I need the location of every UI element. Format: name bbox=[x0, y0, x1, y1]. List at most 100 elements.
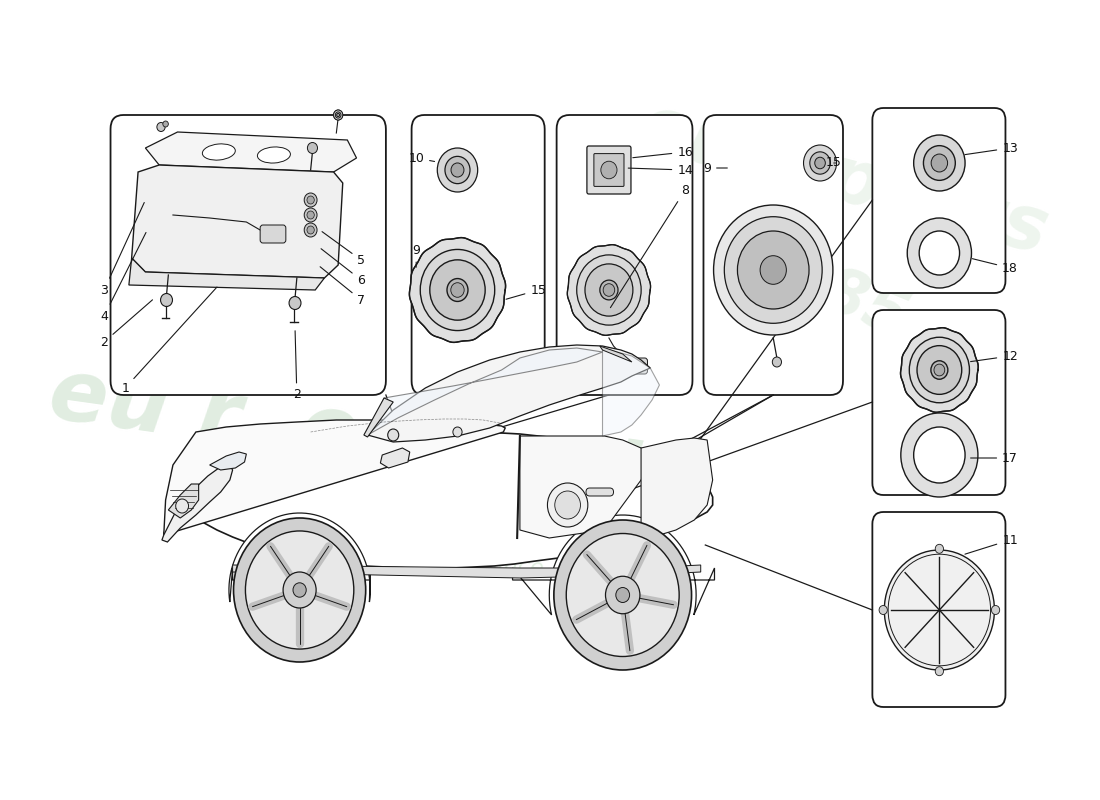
Circle shape bbox=[420, 250, 495, 330]
Polygon shape bbox=[520, 436, 650, 538]
Circle shape bbox=[935, 666, 944, 676]
Polygon shape bbox=[367, 348, 603, 435]
Circle shape bbox=[451, 163, 464, 177]
Text: 15: 15 bbox=[506, 283, 547, 299]
Text: 12: 12 bbox=[970, 350, 1018, 362]
Circle shape bbox=[910, 338, 969, 402]
Circle shape bbox=[451, 282, 464, 298]
Text: 5: 5 bbox=[322, 232, 365, 266]
Circle shape bbox=[333, 110, 343, 120]
Circle shape bbox=[453, 427, 462, 437]
FancyBboxPatch shape bbox=[872, 108, 1005, 293]
Circle shape bbox=[245, 531, 354, 649]
Text: 9: 9 bbox=[412, 243, 420, 267]
Circle shape bbox=[931, 361, 948, 379]
Text: europarts: europarts bbox=[629, 90, 1056, 270]
Circle shape bbox=[161, 294, 173, 306]
FancyBboxPatch shape bbox=[110, 115, 386, 395]
Polygon shape bbox=[513, 515, 715, 615]
Text: 16: 16 bbox=[632, 146, 693, 158]
Text: 15: 15 bbox=[826, 157, 842, 170]
Polygon shape bbox=[210, 452, 246, 470]
Circle shape bbox=[305, 223, 317, 237]
Text: 2: 2 bbox=[100, 300, 153, 349]
Circle shape bbox=[879, 606, 888, 614]
Text: 4: 4 bbox=[100, 233, 146, 322]
Circle shape bbox=[923, 146, 955, 180]
Circle shape bbox=[991, 606, 1000, 614]
Circle shape bbox=[305, 193, 317, 207]
Polygon shape bbox=[129, 258, 324, 290]
FancyBboxPatch shape bbox=[594, 154, 624, 186]
Circle shape bbox=[585, 264, 632, 316]
Polygon shape bbox=[229, 513, 371, 602]
Circle shape bbox=[163, 121, 168, 127]
Text: a passion for parts since 1985: a passion for parts since 1985 bbox=[271, 535, 607, 585]
FancyBboxPatch shape bbox=[704, 115, 843, 395]
Polygon shape bbox=[381, 448, 410, 468]
Ellipse shape bbox=[257, 147, 290, 163]
Polygon shape bbox=[145, 132, 356, 172]
Circle shape bbox=[548, 483, 587, 527]
Circle shape bbox=[157, 122, 165, 131]
Circle shape bbox=[772, 357, 781, 367]
Circle shape bbox=[438, 148, 477, 192]
FancyBboxPatch shape bbox=[557, 115, 693, 395]
Polygon shape bbox=[367, 345, 650, 442]
Circle shape bbox=[305, 208, 317, 222]
Circle shape bbox=[914, 427, 965, 483]
Text: eu r  o pa r ts: eu r o pa r ts bbox=[44, 354, 705, 526]
Polygon shape bbox=[364, 398, 393, 437]
Text: 6: 6 bbox=[321, 249, 365, 286]
Circle shape bbox=[447, 278, 468, 302]
Circle shape bbox=[908, 218, 971, 288]
FancyBboxPatch shape bbox=[587, 146, 631, 194]
Circle shape bbox=[914, 135, 965, 191]
Text: 11: 11 bbox=[965, 534, 1018, 554]
Circle shape bbox=[931, 154, 947, 172]
Circle shape bbox=[934, 364, 945, 376]
Circle shape bbox=[724, 217, 822, 323]
Polygon shape bbox=[232, 565, 701, 578]
Polygon shape bbox=[641, 438, 713, 538]
Text: 18: 18 bbox=[972, 258, 1018, 274]
Ellipse shape bbox=[202, 144, 235, 160]
Circle shape bbox=[333, 110, 343, 120]
Circle shape bbox=[815, 158, 825, 169]
Circle shape bbox=[554, 491, 581, 519]
Circle shape bbox=[616, 587, 629, 602]
Circle shape bbox=[554, 520, 692, 670]
Text: 2: 2 bbox=[293, 330, 300, 402]
Circle shape bbox=[289, 297, 301, 310]
Polygon shape bbox=[132, 165, 343, 278]
Circle shape bbox=[884, 550, 994, 670]
Polygon shape bbox=[162, 462, 232, 542]
Text: 8: 8 bbox=[610, 183, 689, 308]
Polygon shape bbox=[568, 245, 650, 335]
Circle shape bbox=[283, 572, 316, 608]
Polygon shape bbox=[603, 348, 659, 436]
Circle shape bbox=[337, 114, 340, 117]
Text: 10: 10 bbox=[408, 151, 435, 165]
Circle shape bbox=[307, 226, 315, 234]
Circle shape bbox=[803, 145, 837, 181]
Circle shape bbox=[600, 280, 618, 300]
Circle shape bbox=[605, 576, 640, 614]
Circle shape bbox=[566, 534, 679, 657]
Circle shape bbox=[307, 196, 315, 204]
Circle shape bbox=[336, 112, 341, 118]
Polygon shape bbox=[901, 328, 978, 412]
Circle shape bbox=[737, 231, 808, 309]
Text: 17: 17 bbox=[970, 451, 1018, 465]
Circle shape bbox=[307, 211, 315, 219]
Circle shape bbox=[917, 346, 961, 394]
Circle shape bbox=[446, 156, 470, 184]
Circle shape bbox=[387, 429, 398, 441]
Polygon shape bbox=[164, 432, 713, 568]
Polygon shape bbox=[164, 420, 505, 535]
Text: 7: 7 bbox=[320, 266, 365, 306]
Circle shape bbox=[233, 518, 365, 662]
Text: 3: 3 bbox=[100, 202, 144, 297]
Text: 1: 1 bbox=[121, 287, 217, 394]
Polygon shape bbox=[409, 238, 506, 342]
